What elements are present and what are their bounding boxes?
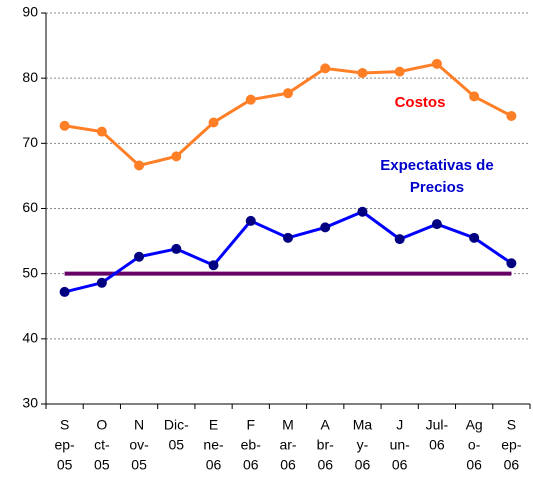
x-tick-label: o- — [468, 437, 481, 453]
point — [59, 286, 70, 297]
point — [431, 219, 442, 230]
series-line — [64, 62, 513, 168]
y-tick-label: 60 — [22, 199, 38, 215]
x-tick-label: S — [507, 417, 516, 433]
x-tick-label: 06 — [466, 457, 482, 473]
x-tick-label: ne- — [203, 437, 224, 453]
x-tick-label: 06 — [429, 437, 445, 453]
annotation: Expectativas de — [380, 157, 493, 174]
point — [469, 232, 480, 243]
point — [469, 91, 480, 102]
x-tick-label: ov- — [129, 437, 149, 453]
x-tick-label: ar- — [279, 437, 296, 453]
x-tick-label: 06 — [280, 457, 296, 473]
point — [431, 58, 442, 69]
point — [320, 222, 331, 233]
x-tick-label: eb- — [241, 437, 262, 453]
point — [394, 66, 405, 77]
x-tick-label: br- — [317, 437, 334, 453]
x-tick-label: 05 — [57, 457, 73, 473]
x-tick-label: ct- — [94, 437, 110, 453]
point — [96, 126, 107, 137]
x-tick-label: 06 — [355, 457, 371, 473]
point — [96, 277, 107, 288]
x-tick-label: Ag — [466, 417, 483, 433]
x-tick-label: ep- — [501, 437, 522, 453]
x-tick-label: 05 — [131, 457, 147, 473]
x-tick-label: 06 — [243, 457, 259, 473]
x-tick-label: 06 — [392, 457, 408, 473]
point — [134, 251, 145, 262]
series-line — [64, 210, 513, 294]
x-tick-label: 05 — [94, 457, 110, 473]
point — [208, 117, 219, 128]
x-tick-label: S — [60, 417, 69, 433]
point — [506, 258, 517, 269]
annotation: Precios — [410, 179, 464, 196]
x-tick-label: Jul- — [426, 417, 449, 433]
x-tick-label: y- — [357, 437, 369, 453]
point — [171, 151, 182, 162]
y-tick-label: 90 — [22, 4, 38, 20]
x-tick-label: 06 — [317, 457, 333, 473]
y-tick-label: 80 — [22, 69, 38, 85]
y-tick-label: 40 — [22, 330, 38, 346]
x-tick-label: O — [96, 417, 107, 433]
point — [320, 63, 331, 74]
y-tick-label: 30 — [22, 395, 38, 411]
point — [208, 260, 219, 271]
y-tick-label: 70 — [22, 134, 38, 150]
point — [59, 120, 70, 131]
point — [245, 94, 256, 105]
point — [171, 243, 182, 254]
x-tick-label: N — [134, 417, 144, 433]
x-tick-label: A — [321, 417, 331, 433]
x-tick-label: 05 — [169, 437, 185, 453]
x-tick-label: un- — [390, 437, 411, 453]
annotation: Costos — [395, 94, 446, 111]
x-tick-label: Dic- — [164, 417, 189, 433]
x-tick-label: J — [396, 417, 403, 433]
x-tick-label: ep- — [54, 437, 75, 453]
point — [506, 110, 517, 121]
point — [283, 232, 293, 243]
point — [357, 67, 368, 78]
x-tick-label: M — [282, 417, 294, 433]
x-tick-label: 06 — [504, 457, 520, 473]
point — [357, 206, 368, 217]
x-tick-label: Ma — [353, 417, 373, 433]
point — [283, 88, 293, 99]
x-tick-label: 06 — [206, 457, 222, 473]
x-tick-label: F — [246, 417, 255, 433]
x-tick-label: E — [209, 417, 218, 433]
point — [245, 215, 256, 226]
point — [394, 234, 405, 245]
y-tick-label: 50 — [22, 264, 38, 280]
point — [134, 160, 145, 171]
